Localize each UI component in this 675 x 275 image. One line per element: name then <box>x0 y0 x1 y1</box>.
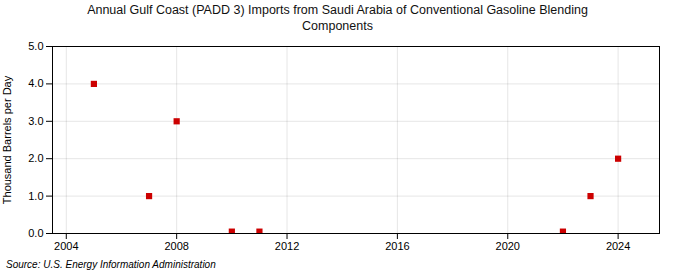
svg-text:2016: 2016 <box>385 241 409 253</box>
svg-text:1.0: 1.0 <box>28 190 43 202</box>
svg-text:2020: 2020 <box>496 241 520 253</box>
html-text:Source: U.S. Energy Informatio: Source: U.S. Energy Information Administ… <box>6 259 216 271</box>
svg-text:2024: 2024 <box>606 241 630 253</box>
svg-text:Thousand Barrels per Day: Thousand Barrels per Day <box>1 76 13 205</box>
svg-text:3.0: 3.0 <box>28 115 43 127</box>
svg-text:2008: 2008 <box>164 241 188 253</box>
svg-text:5.0: 5.0 <box>28 40 43 52</box>
svg-text:2.0: 2.0 <box>28 152 43 164</box>
svg-text:2012: 2012 <box>275 241 299 253</box>
svg-text:0.0: 0.0 <box>28 227 43 239</box>
svg-text:4.0: 4.0 <box>28 78 43 90</box>
svg-text:2004: 2004 <box>54 241 78 253</box>
html-text:Annual Gulf Coast (PADD 3) Imp: Annual Gulf Coast (PADD 3) Imports from … <box>87 3 588 33</box>
